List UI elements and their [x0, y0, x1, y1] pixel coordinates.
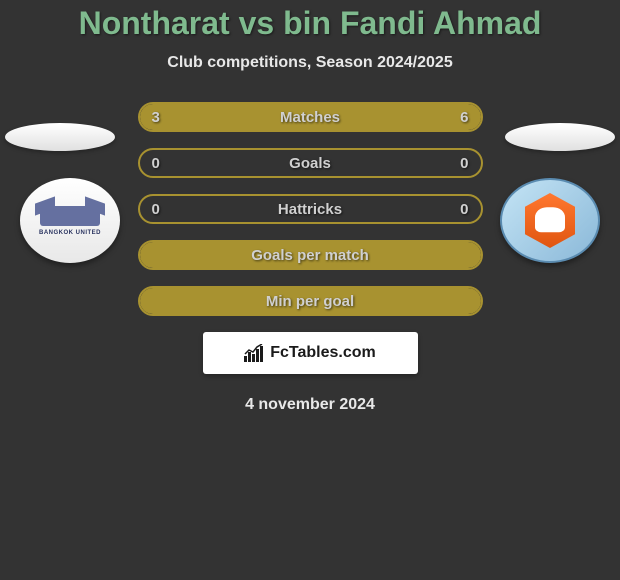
chart-icon	[244, 344, 264, 362]
page-title: Nontharat vs bin Fandi Ahmad	[0, 5, 620, 42]
nation-flag-left	[5, 123, 115, 151]
stat-label: Goals	[140, 155, 481, 172]
nation-flag-right	[505, 123, 615, 151]
stat-label: Hattricks	[140, 201, 481, 218]
club-badge-right-inner	[502, 180, 598, 261]
club-left-wings-icon	[40, 206, 100, 226]
stat-bar: 36Matches	[138, 102, 483, 132]
comparison-container: Nontharat vs bin Fandi Ahmad Club compet…	[0, 0, 620, 414]
club-left-name: BANGKOK UNITED	[39, 230, 101, 236]
stat-label: Goals per match	[140, 247, 481, 264]
stat-bar: 00Goals	[138, 148, 483, 178]
stats-area: 36Matches 00Goals 00Hattricks Goals per mat…	[138, 102, 483, 316]
stat-label: Matches	[140, 109, 481, 126]
stat-bar: Min per goal	[138, 286, 483, 316]
stat-bar: Goals per match	[138, 240, 483, 270]
stat-label: Min per goal	[140, 293, 481, 310]
brand-box: FcTables.com	[203, 332, 418, 374]
brand-text: FcTables.com	[270, 344, 376, 362]
club-badge-right	[500, 178, 600, 263]
page-subtitle: Club competitions, Season 2024/2025	[0, 54, 620, 72]
club-badge-left-inner: BANGKOK UNITED	[20, 178, 120, 263]
club-right-horse-icon	[535, 207, 565, 232]
stat-bar: 00Hattricks	[138, 194, 483, 224]
date-text: 4 november 2024	[0, 396, 620, 414]
club-badge-left: BANGKOK UNITED	[20, 178, 120, 263]
